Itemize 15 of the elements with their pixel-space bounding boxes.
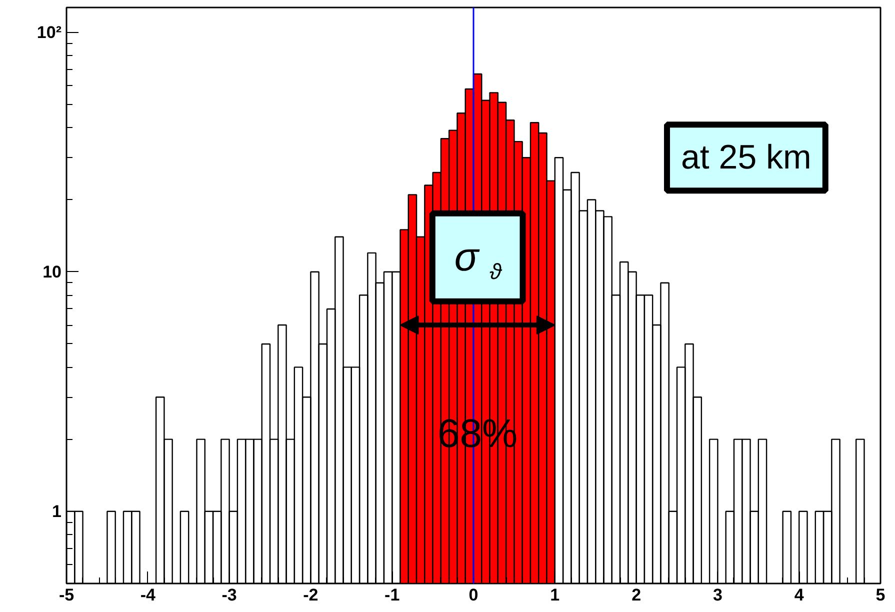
x-tick-label: -4 <box>140 586 156 604</box>
x-tick-label: -5 <box>58 586 74 604</box>
x-tick-label: 3 <box>712 586 722 604</box>
x-tick-label: 2 <box>632 586 642 604</box>
x-tick-label: 1 <box>550 586 560 604</box>
x-tick-label: 0 <box>468 586 478 604</box>
y-tick-label: 10² <box>36 22 62 42</box>
annotation: at 25 km <box>680 138 812 177</box>
y-tick-label: 1 <box>52 502 62 521</box>
x-tick-label: -1 <box>384 586 400 604</box>
x-tick-label: -3 <box>222 586 237 604</box>
x-tick-label: -2 <box>303 586 318 604</box>
x-tick-label: 5 <box>876 586 886 604</box>
y-tick-label: 10 <box>42 262 62 282</box>
x-tick-label: 4 <box>794 586 804 604</box>
